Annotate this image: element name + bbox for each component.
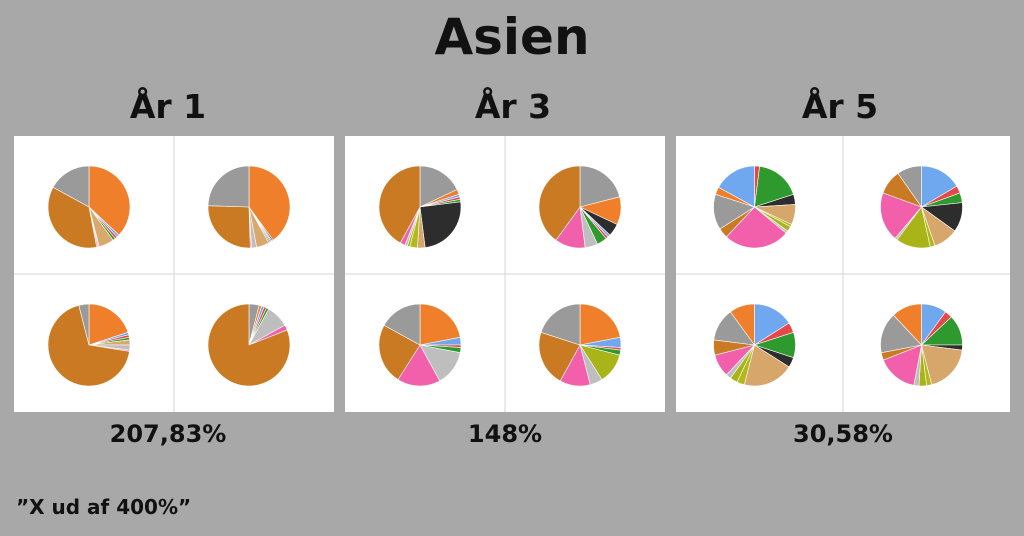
pie-slice-ochre [538,331,581,382]
pie-slice-grey [540,303,581,346]
pie-slice-brown [921,344,963,386]
footnote: ”X ud af 400%” [16,495,192,519]
pie-slice-black [419,201,462,249]
pie-slice-pink [880,192,923,239]
pie-slice-green [754,165,794,208]
pie-chart-1-2 [207,165,291,249]
chart-panel-year-1 [14,136,334,412]
chart-panel-year-3 [345,136,665,412]
chart-panel-year-5 [676,136,1010,412]
pie-slice-grey [383,303,421,346]
pie-grid-year-3 [345,136,665,412]
pie-chart-2-3 [378,303,462,387]
pie-chart-1-1 [47,165,131,249]
pie-grid-year-1 [14,136,334,412]
pie-slice-pink [397,344,441,387]
main-title: Asien [434,8,590,66]
pie-slice-orange [579,303,621,346]
percent-year-1: 207,83% [109,420,227,448]
pie-slice-ochre [207,303,291,387]
pie-chart-3-3 [713,303,796,387]
pie-slice-ochre [47,304,130,387]
pie-slice-blue [718,165,755,208]
pie-chart-1-4 [207,303,291,387]
pie-slice-orange [419,303,461,346]
pie-slice-pink [726,206,787,249]
pie-slice-orange [88,303,129,346]
pie-chart-2-2 [538,165,622,249]
pie-slice-brown [743,344,790,387]
year-title-5: År 5 [801,87,879,126]
year-title-1: År 1 [129,87,207,126]
pie-chart-3-2 [880,165,963,249]
pie-slice-ochre [207,205,251,249]
pie-chart-2-4 [538,303,622,387]
pie-chart-2-1 [378,165,462,249]
pie-slice-orange [248,165,291,241]
pie-slice-grey [419,165,458,208]
pie-slice-orange [893,303,922,346]
pie-slice-ochre [378,324,421,381]
pie-slice-orange [729,303,755,346]
pie-slice-ochre [378,165,421,244]
pie-slice-orange [88,165,131,236]
pie-slice-grey [897,165,922,208]
pie-slice-ochre [538,165,581,241]
year-title-3: År 3 [474,87,552,126]
pie-slice-grey [207,165,250,208]
pie-chart-3-1 [713,165,796,249]
pie-slice-grey [78,303,90,346]
pie-slice-grey [579,165,621,208]
percent-year-5: 30,58% [793,420,893,448]
pie-grid-year-5 [676,136,1010,412]
percent-year-3: 148% [467,420,543,448]
pie-chart-1-3 [47,303,131,387]
pie-chart-3-4 [880,303,963,387]
pie-slice-grey [52,165,90,208]
pie-slice-ochre [47,186,98,249]
